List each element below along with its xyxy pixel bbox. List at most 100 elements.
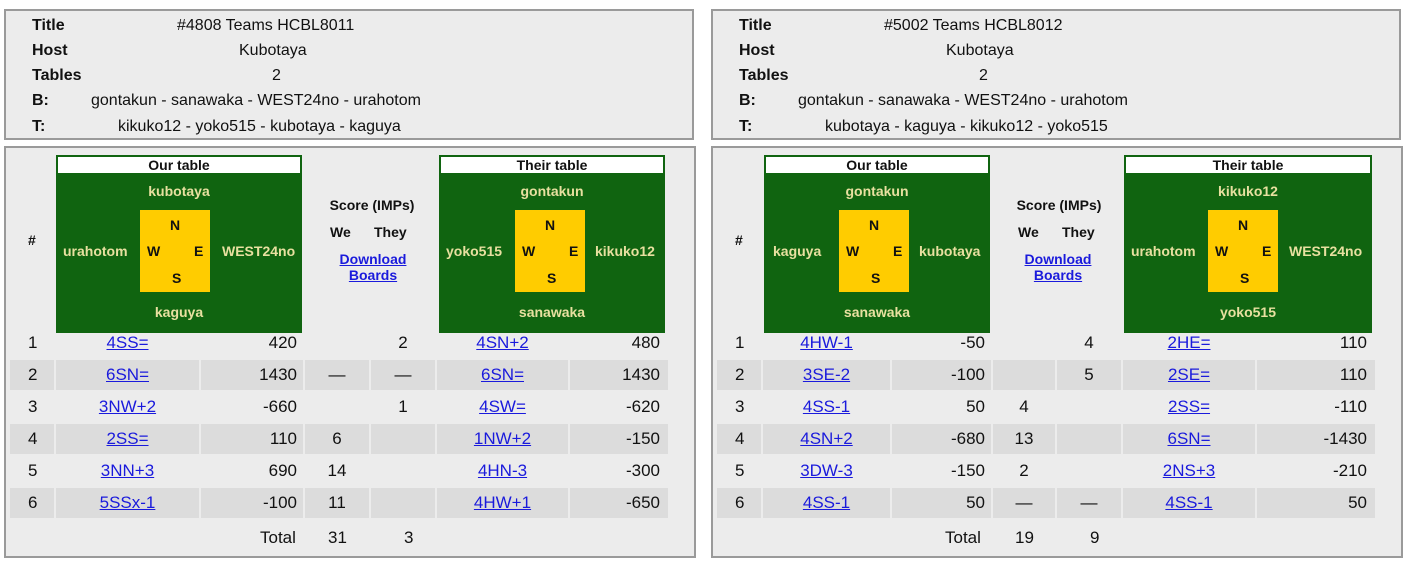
they-header: They bbox=[1062, 224, 1095, 240]
north-player: kikuko12 bbox=[1218, 183, 1278, 199]
we-imps: 2 bbox=[1019, 461, 1029, 480]
title-value: #5002 Teams HCBL8012 bbox=[884, 17, 1063, 34]
their-score: -620 bbox=[625, 397, 660, 416]
we-header: We bbox=[330, 224, 351, 240]
west-player: urahotom bbox=[1131, 243, 1196, 259]
their-contract-link[interactable]: 4SN+2 bbox=[476, 333, 529, 352]
compass-icon: N W E S bbox=[140, 210, 210, 292]
west-player: urahotom bbox=[63, 243, 128, 259]
board-number-header: # bbox=[735, 232, 743, 248]
they-imps bbox=[371, 456, 435, 486]
board-number: 2 bbox=[10, 360, 54, 390]
we-imps: — bbox=[305, 360, 369, 390]
their-contract-link[interactable]: 6SN= bbox=[1123, 424, 1255, 454]
their-contract-link[interactable]: 4SW= bbox=[479, 397, 526, 416]
south-player: sanawaka bbox=[843, 304, 911, 320]
b-players: gontakun - sanawaka - WEST24no - urahoto… bbox=[798, 92, 1128, 109]
we-imps: 14 bbox=[327, 461, 347, 480]
our-contract-link[interactable]: 4SS-1 bbox=[763, 488, 890, 518]
we-imps: 11 bbox=[305, 488, 369, 518]
we-imps: — bbox=[993, 488, 1055, 518]
total-label: Total bbox=[260, 528, 296, 547]
we-imps bbox=[993, 328, 1055, 358]
t-label: T: bbox=[739, 118, 753, 135]
our-contract-link[interactable]: 3NW+2 bbox=[98, 397, 157, 416]
north-player: gontakun bbox=[845, 183, 909, 199]
our-contract-link[interactable]: 4SN+2 bbox=[763, 424, 890, 454]
their-contract-link[interactable]: 2SE= bbox=[1123, 360, 1255, 390]
compass-icon: N W E S bbox=[839, 210, 909, 292]
their-contract-link[interactable]: 2SS= bbox=[1167, 397, 1211, 416]
our-contract-link[interactable]: 4SS= bbox=[106, 333, 149, 352]
our-contract-link[interactable]: 2SS= bbox=[56, 424, 199, 454]
table-row: 4 4SN+2 -680 13 6SN= -1430 bbox=[717, 424, 1375, 454]
we-imps bbox=[305, 328, 369, 358]
they-imps: — bbox=[371, 360, 435, 390]
table-row: 6 4SS-1 50 — — 4SS-1 50 bbox=[717, 488, 1375, 518]
they-imps bbox=[1057, 456, 1121, 486]
our-contract-link[interactable]: 3NN+3 bbox=[100, 461, 155, 480]
their-score: -110 bbox=[1334, 397, 1367, 416]
east-player: kikuko12 bbox=[595, 243, 655, 259]
table-row: 5 3NN+3 690 14 4HN-3 -300 bbox=[10, 456, 668, 486]
our-score: -680 bbox=[892, 424, 991, 454]
our-contract-link[interactable]: 3SE-2 bbox=[763, 360, 890, 390]
score-imps-header: Score (IMPs) bbox=[329, 197, 415, 213]
compass-icon: N W E S bbox=[515, 210, 585, 292]
their-table-header: Their table bbox=[439, 155, 665, 175]
total-we: 19 bbox=[1015, 528, 1034, 547]
our-score: -100 bbox=[892, 360, 991, 390]
they-imps bbox=[371, 488, 435, 518]
south-player: kaguya bbox=[154, 304, 204, 320]
our-score: 420 bbox=[268, 333, 297, 352]
results-box: # Our table kubotaya urahotom WEST24no k… bbox=[4, 146, 696, 558]
table-row: 2 6SN= 1430 — — 6SN= 1430 bbox=[10, 360, 668, 390]
south-player: sanawaka bbox=[518, 304, 586, 320]
their-table-header: Their table bbox=[1124, 155, 1372, 175]
our-score: -50 bbox=[960, 333, 985, 352]
their-score: -1430 bbox=[1257, 424, 1375, 454]
our-contract-link[interactable]: 6SN= bbox=[56, 360, 199, 390]
our-score: 690 bbox=[268, 461, 297, 480]
board-number: 3 bbox=[28, 397, 38, 416]
our-contract-link[interactable]: 3DW-3 bbox=[800, 461, 853, 480]
we-imps bbox=[993, 360, 1055, 390]
score-imps-header: Score (IMPs) bbox=[1016, 197, 1102, 213]
board-number: 3 bbox=[735, 397, 745, 416]
total-label: Total bbox=[945, 528, 981, 547]
total-they: 9 bbox=[1090, 528, 1100, 547]
their-contract-link[interactable]: 4HW+1 bbox=[437, 488, 568, 518]
table-row: 3 4SS-1 50 4 2SS= -110 bbox=[717, 392, 1375, 422]
their-contract-link[interactable]: 6SN= bbox=[437, 360, 568, 390]
their-contract-link[interactable]: 1NW+2 bbox=[437, 424, 568, 454]
our-score: 1430 bbox=[201, 360, 303, 390]
their-contract-link[interactable]: 2HE= bbox=[1167, 333, 1211, 352]
they-imps: 2 bbox=[398, 333, 408, 352]
tables-label: Tables bbox=[32, 67, 82, 84]
our-contract-link[interactable]: 5SSx-1 bbox=[56, 488, 199, 518]
download-boards-link[interactable]: Download Boards bbox=[1013, 251, 1103, 283]
their-score: -150 bbox=[570, 424, 668, 454]
download-link-line2: Boards bbox=[348, 267, 398, 283]
download-boards-link[interactable]: Download Boards bbox=[328, 251, 418, 283]
tables-value: 2 bbox=[979, 67, 988, 84]
download-link-line1: Download bbox=[1024, 251, 1092, 267]
their-contract-link[interactable]: 2NS+3 bbox=[1162, 461, 1216, 480]
table-row: 6 5SSx-1 -100 11 4HW+1 -650 bbox=[10, 488, 668, 518]
west-player: kaguya bbox=[773, 243, 822, 259]
they-imps: 5 bbox=[1057, 360, 1121, 390]
results-box: # Our table gontakun kaguya kubotaya san… bbox=[711, 146, 1403, 558]
our-score: -660 bbox=[262, 397, 297, 416]
our-contract-link[interactable]: 4SS-1 bbox=[802, 397, 851, 416]
t-players: kikuko12 - yoko515 - kubotaya - kaguya bbox=[118, 118, 401, 135]
board-number: 1 bbox=[735, 333, 745, 352]
table-row: 1 4SS= 420 2 4SN+2 480 bbox=[10, 328, 668, 358]
their-contract-link[interactable]: 4SS-1 bbox=[1123, 488, 1255, 518]
total-they: 3 bbox=[404, 528, 414, 547]
table-row: 2 3SE-2 -100 5 2SE= 110 bbox=[717, 360, 1375, 390]
east-player: kubotaya bbox=[919, 243, 981, 259]
our-contract-link[interactable]: 4HW-1 bbox=[800, 333, 853, 352]
their-table-seating: gontakun yoko515 kikuko12 sanawaka N W E… bbox=[439, 175, 665, 333]
host-label: Host bbox=[739, 42, 775, 59]
their-contract-link[interactable]: 4HN-3 bbox=[477, 461, 528, 480]
